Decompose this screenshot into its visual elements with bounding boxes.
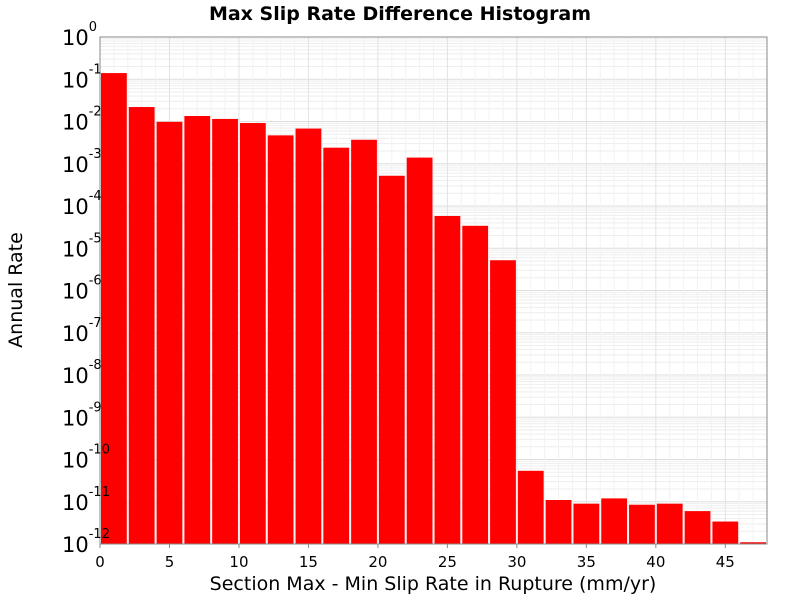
histogram-bar [517, 470, 544, 544]
y-tick-label: 10-11 [62, 485, 110, 515]
x-tick-label: 40 [646, 553, 665, 571]
histogram-bar [295, 128, 322, 545]
x-tick-label: 30 [507, 553, 526, 571]
y-tick-label: 10-2 [62, 105, 102, 135]
plot-frame [99, 36, 768, 545]
histogram-bar [629, 504, 655, 544]
y-tick-label: 10-5 [62, 231, 102, 261]
x-tick-label: 35 [577, 553, 596, 571]
y-tick-label: 10-7 [62, 316, 102, 346]
histogram-bar [740, 542, 766, 544]
x-tick-label: 10 [229, 553, 248, 571]
x-tick-label: 20 [368, 553, 387, 571]
grid-lines [99, 37, 768, 545]
x-tick-label: 5 [165, 553, 175, 571]
histogram-bar [184, 115, 211, 544]
histogram-bar [684, 511, 711, 544]
y-axis-label: Annual Rate [5, 232, 27, 348]
histogram-bar [156, 121, 183, 544]
y-axis-ticks: 100 10-1 10-2 10-3 10-4 10-5 10-6 10-7 10-8 10-9 1… [62, 20, 110, 557]
histogram-bar [239, 123, 266, 544]
histogram-bar [378, 175, 405, 545]
histogram-bar [128, 107, 155, 544]
x-tick-label: 15 [299, 553, 318, 571]
y-tick-label: 100 [62, 20, 97, 50]
histogram-bar [573, 503, 600, 544]
histogram-bar [545, 500, 572, 544]
histogram-bar [267, 135, 294, 544]
bars [101, 73, 766, 545]
y-tick-label: 10-10 [62, 443, 110, 473]
histogram-bar [406, 157, 433, 544]
y-tick-label: 10-6 [62, 274, 102, 304]
y-tick-label: 10-1 [62, 62, 102, 92]
y-tick-label: 10-12 [62, 527, 110, 557]
histogram-bar [601, 498, 628, 544]
x-tick-label: 25 [438, 553, 457, 571]
x-tick-label: 45 [716, 553, 735, 571]
x-axis-ticks: 0 5 10 15 20 25 30 35 40 45 [95, 544, 735, 571]
histogram-bar [323, 147, 350, 544]
histogram-bar [434, 215, 461, 544]
histogram-bar [490, 260, 516, 544]
histogram-bar [212, 118, 238, 544]
histogram-bar [101, 73, 127, 545]
histogram-bar [462, 225, 489, 544]
chart-title: Max Slip Rate Difference Histogram [209, 3, 591, 25]
x-axis-label: Section Max - Min Slip Rate in Rupture (… [210, 573, 657, 595]
y-tick-label: 10-3 [62, 147, 102, 177]
histogram-bar [656, 503, 683, 544]
histogram-bar [712, 521, 739, 544]
x-tick-label: 0 [95, 553, 105, 571]
y-tick-label: 10-4 [62, 189, 102, 219]
y-tick-label: 10-9 [62, 400, 102, 430]
y-tick-label: 10-8 [62, 358, 102, 388]
histogram-bar [351, 139, 377, 545]
